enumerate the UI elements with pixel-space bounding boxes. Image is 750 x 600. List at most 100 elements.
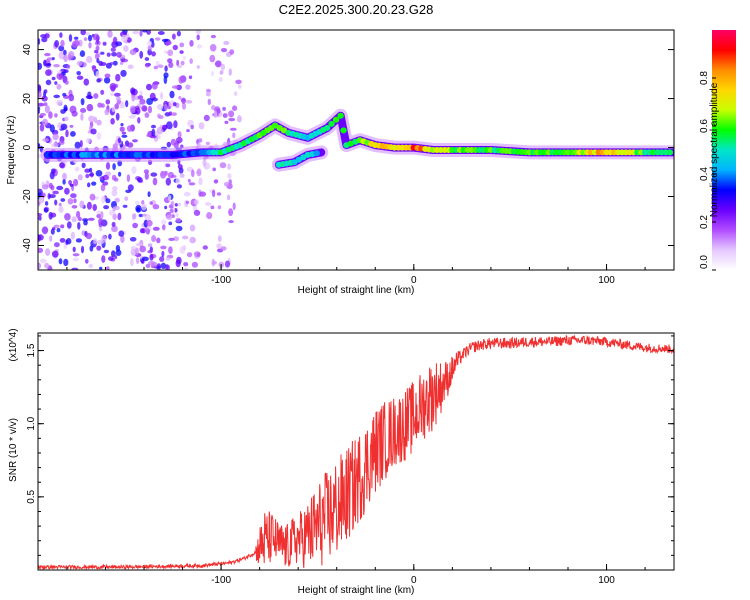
noise-blob [115, 73, 121, 82]
noise-blob [164, 65, 168, 72]
noise-blob [191, 261, 198, 268]
noise-blob [81, 162, 86, 169]
noise-blob [114, 197, 120, 203]
noise-blob [198, 177, 203, 186]
noise-blob [232, 105, 238, 111]
noise-blob [121, 131, 127, 135]
noise-blob [188, 182, 196, 186]
noise-blob [181, 97, 186, 105]
noise-blob [83, 37, 88, 41]
noise-blob [53, 250, 58, 257]
noise-blob [189, 58, 193, 64]
noise-blob [127, 64, 134, 70]
noise-blob [120, 123, 124, 127]
noise-blob [38, 215, 42, 221]
noise-blob [167, 171, 175, 179]
noise-blob [116, 96, 121, 102]
noise-blob [87, 217, 95, 221]
noise-blob [38, 84, 41, 91]
noise-blob [52, 190, 59, 195]
noise-blob [112, 206, 116, 212]
noise-blob [176, 184, 182, 189]
noise-blob [227, 173, 232, 179]
noise-blob [111, 189, 118, 197]
noise-blob [141, 203, 147, 211]
noise-blob [132, 30, 139, 35]
noise-blob [185, 100, 193, 104]
noise-blob [152, 226, 160, 231]
noise-blob [218, 77, 223, 82]
noise-blob [45, 63, 52, 66]
noise-blob [67, 198, 74, 205]
noise-blob [196, 34, 200, 41]
noise-blob [180, 60, 185, 66]
noise-blob [60, 198, 66, 202]
noise-blob [202, 245, 208, 250]
noise-blob [64, 116, 69, 122]
noise-blob [130, 87, 136, 94]
noise-blob [130, 245, 137, 251]
noise-blob [164, 50, 169, 54]
noise-blob [112, 60, 118, 66]
y-tick-label: -40 [22, 238, 33, 253]
noise-blob [85, 137, 91, 144]
noise-blob [131, 95, 136, 102]
noise-blob [54, 199, 58, 206]
noise-blob [85, 258, 89, 264]
noise-blob [222, 106, 226, 111]
noise-blob [38, 213, 43, 217]
noise-blob [146, 219, 153, 227]
noise-blob [151, 51, 156, 57]
noise-blob [72, 246, 76, 253]
noise-blob [146, 30, 151, 35]
noise-blob [152, 204, 160, 210]
noise-blob [71, 217, 77, 223]
noise-blob [126, 37, 132, 43]
noise-blob [64, 213, 71, 221]
noise-blob [137, 95, 144, 100]
noise-blob [39, 258, 47, 263]
ridge-cell [666, 149, 674, 156]
noise-blob [96, 132, 102, 140]
noise-blob [165, 257, 171, 261]
noise-blob [88, 115, 95, 123]
noise-blob [160, 170, 167, 179]
noise-blob [63, 107, 68, 112]
colorbar-tick-label: 0.0 [699, 255, 710, 269]
noise-blob [93, 33, 100, 41]
noise-blob [106, 266, 110, 270]
noise-blob [95, 45, 100, 52]
noise-blob [59, 162, 65, 169]
noise-blob [71, 267, 79, 270]
noise-blob [88, 42, 92, 49]
noise-blob [147, 45, 152, 51]
noise-blob [147, 243, 153, 248]
noise-blob [140, 260, 145, 264]
noise-blob [96, 213, 102, 219]
noise-blob [121, 134, 128, 138]
x-tick-label: -100 [211, 275, 231, 286]
noise-blob [63, 49, 67, 56]
noise-blob [114, 92, 121, 97]
noise-blob [172, 102, 177, 107]
noise-blob [159, 256, 165, 262]
noise-blob [213, 179, 219, 184]
y-tick-label: 1.0 [26, 416, 37, 430]
noise-blob [103, 77, 111, 84]
noise-blob [52, 133, 59, 141]
colorbar-label: Normalized spectral amplitude [709, 82, 720, 217]
noise-blob [114, 255, 118, 260]
noise-blob [139, 50, 144, 59]
noise-blob [44, 201, 49, 206]
noise-blob [156, 263, 162, 270]
noise-blob [182, 235, 189, 240]
spectrogram-frame [37, 29, 675, 271]
noise-blob [171, 85, 179, 89]
x-tick-label: 0 [411, 575, 417, 586]
noise-blob [71, 40, 79, 48]
noise-blob [100, 51, 105, 55]
noise-blob [179, 42, 185, 48]
noise-blob [205, 141, 211, 145]
noise-blob [196, 168, 202, 177]
noise-blob [59, 32, 63, 38]
